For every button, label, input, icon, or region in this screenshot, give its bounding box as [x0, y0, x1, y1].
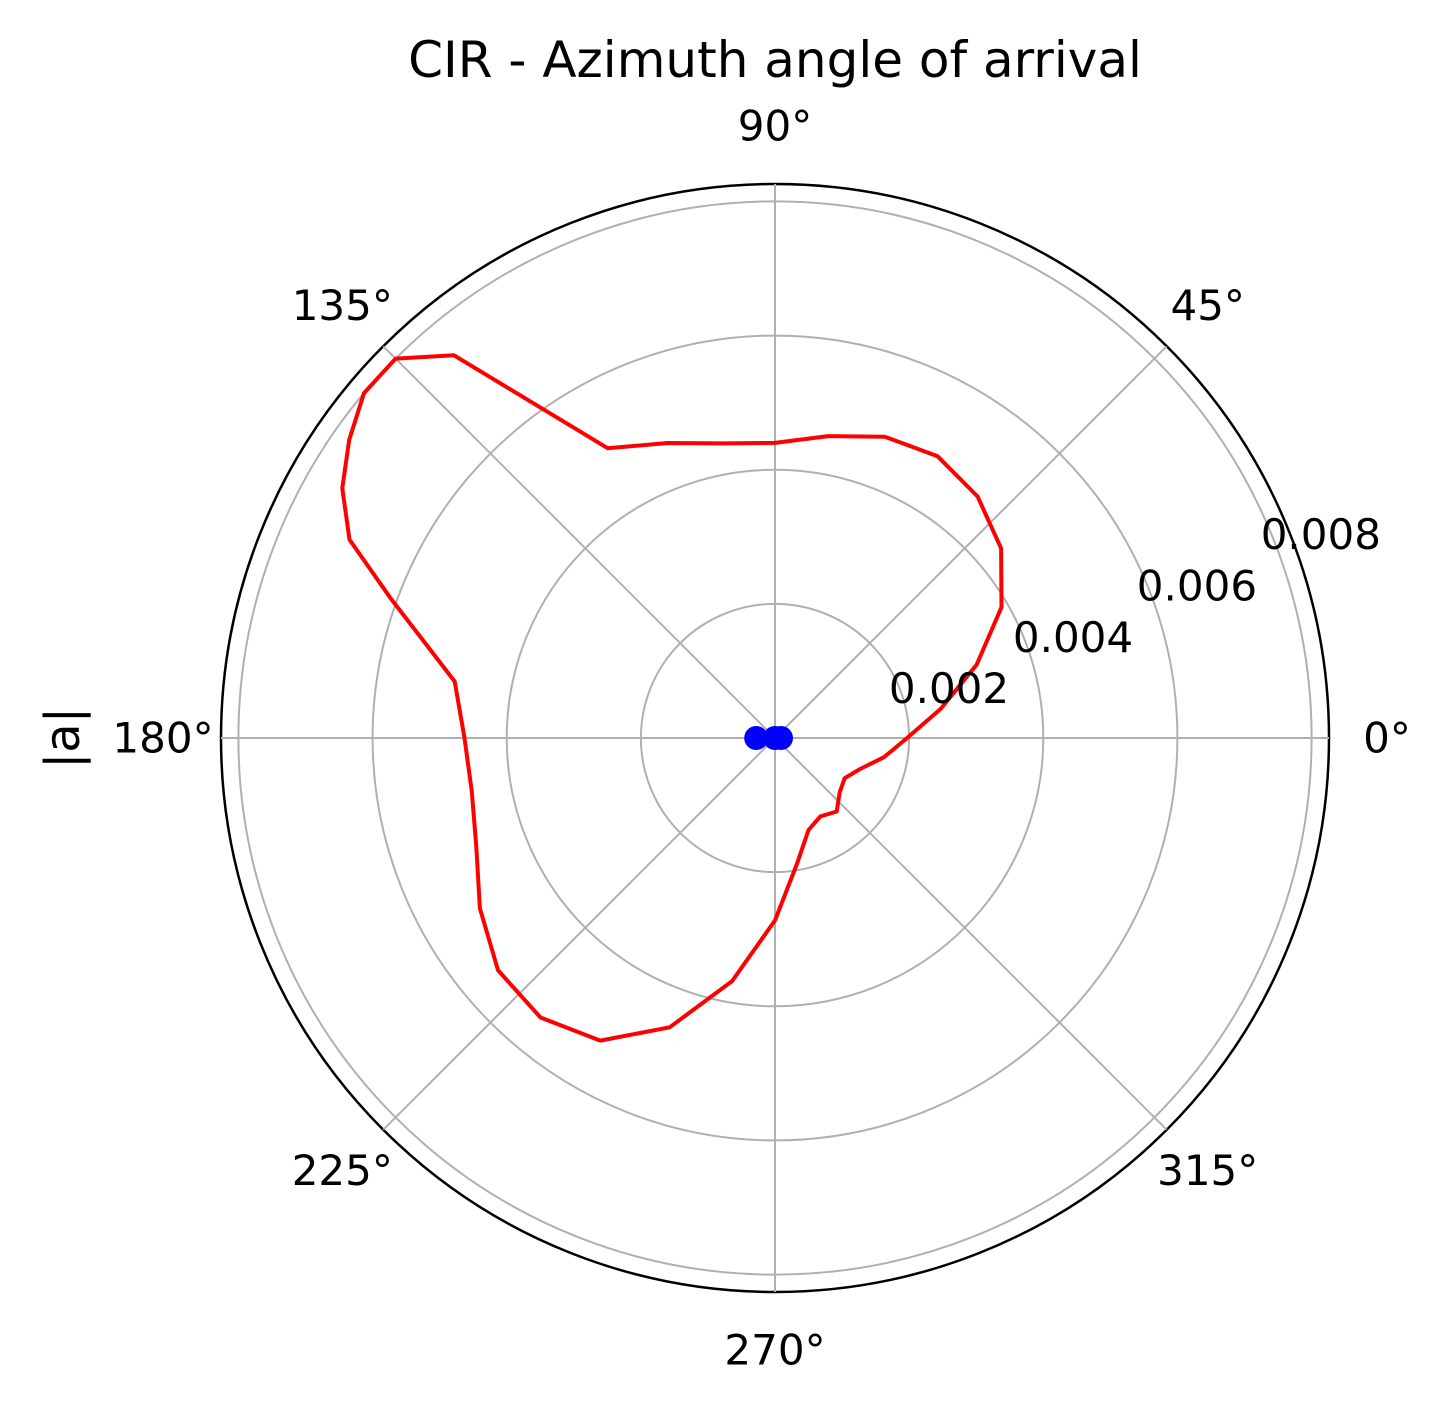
- grid-spoke-135: [382, 345, 776, 739]
- radial-tick-label: 0.004: [1013, 613, 1133, 662]
- grid-ring: [371, 334, 1179, 1142]
- angle-tick-label: 0°: [1363, 714, 1411, 763]
- angle-tick-label: 315°: [1157, 1146, 1258, 1195]
- grid-spoke-225: [382, 737, 776, 1131]
- angle-tick-label: 270°: [724, 1326, 825, 1375]
- marker-layer: [744, 726, 793, 750]
- angle-tick-label: 135°: [292, 281, 393, 330]
- radial-tick-label: 0.006: [1137, 562, 1257, 611]
- angle-tick-label: 45°: [1170, 281, 1244, 330]
- angle-tick-label: 225°: [292, 1146, 393, 1195]
- angle-tick-label: 180°: [112, 714, 213, 763]
- polar-grid: [221, 184, 1329, 1292]
- grid-spoke-45: [774, 345, 1168, 739]
- azimuth-pattern-line: [340, 353, 1004, 1043]
- chart-title: CIR - Azimuth angle of arrival: [408, 31, 1142, 89]
- angle-tick-labels: 0° 45° 90° 135° 180° 225° 270° 315°: [112, 102, 1410, 1375]
- radial-tick-label: 0.008: [1261, 510, 1381, 559]
- radial-tick-label: 0.002: [889, 664, 1009, 713]
- y-axis-label: |a|: [35, 707, 91, 769]
- arrival-marker: [744, 726, 769, 750]
- grid-ring: [237, 200, 1313, 1276]
- series-layer: [340, 353, 1004, 1043]
- arrival-marker: [763, 726, 787, 750]
- angle-tick-label: 90°: [738, 102, 812, 151]
- grid-spoke-315: [774, 737, 1168, 1131]
- grid-ring: [505, 468, 1045, 1008]
